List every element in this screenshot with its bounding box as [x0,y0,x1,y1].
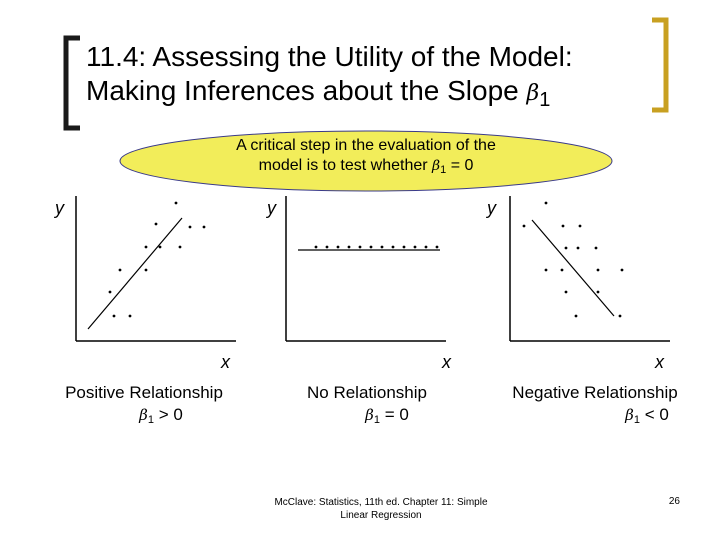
scatter-point [128,314,132,318]
scatter-point [413,245,417,249]
scatter-point [576,246,580,250]
scatter-point [314,245,318,249]
scatter-point [620,268,624,272]
panel-negative-points [522,201,624,318]
panel-positive-axes [75,196,236,342]
left-bracket [63,35,80,131]
callout-line-1: A critical step in the evaluation of the [236,137,496,154]
scatter-point [178,245,182,249]
panel-1-caption: Positive Relationship β1 > 0 [65,383,223,426]
beta-subscript: 1 [539,89,551,111]
slide-footer: McClave: Statistics, 11th ed. Chapter 11… [274,497,488,521]
title-line-1: 11.4: Assessing the Utility of the Model… [86,41,573,72]
scatter-point [596,268,600,272]
beta-symbol: β [365,406,374,424]
scatter-point [544,268,548,272]
callout-line-2: model is to test whether β1 = 0 [258,157,474,176]
beta-symbol: β [432,158,441,174]
beta-subscript: 1 [440,164,447,176]
panel-none-axes [285,196,446,342]
beta-symbol: β [139,406,148,424]
panel-2-caption: No Relationship β1 = 0 [306,383,427,426]
panel-3-caption: Negative Relationship β1 < 0 [512,383,678,426]
scatter-point [391,245,395,249]
scatter-point [561,224,565,228]
scatter-point [144,268,148,272]
scatter-point [402,245,406,249]
positive-trend-line [87,217,183,330]
scatter-point [202,225,206,229]
scatter-point [522,224,526,228]
beta-symbol: β [625,406,634,424]
right-bracket [652,17,669,113]
panel-positive-points [108,201,206,318]
scatter-point [154,222,158,226]
panel-none-points [314,245,439,249]
scatter-point [564,246,568,250]
scatter-point [108,290,112,294]
scatter-point [369,245,373,249]
scatter-point [578,224,582,228]
scatter-point [380,245,384,249]
title-line-2: Making Inferences about the Slope β1 [86,74,686,117]
callout-ellipse [119,130,613,192]
page-number: 26 [668,496,680,507]
scatter-point [358,245,362,249]
scatter-point [424,245,428,249]
scatter-point [594,246,598,250]
slide-title: 11.4: Assessing the Utility of the Model… [86,40,686,117]
scatter-point [560,268,564,272]
scatter-point [596,290,600,294]
scatter-point [618,314,622,318]
panel-3-x-label: x [655,352,664,372]
scatter-point [158,245,162,249]
negative-trend-line [531,219,615,317]
beta-symbol: β [526,81,540,106]
panel-1-x-label: x [221,352,230,372]
title-line-2-text: Making Inferences about the Slope [86,75,527,106]
scatter-point [188,225,192,229]
panel-3-y-label: y [487,198,496,218]
panel-2-x-label: x [442,352,451,372]
panel-2-y-label: y [267,198,276,218]
scatter-point [325,245,329,249]
scatter-point [564,290,568,294]
scatter-point [435,245,439,249]
scatter-point [174,201,178,205]
scatter-point [336,245,340,249]
panel-1-y-label: y [55,198,64,218]
scatter-point [544,201,548,205]
callout-text: A critical step in the evaluation of the… [120,136,612,180]
scatter-point [574,314,578,318]
scatter-point [144,245,148,249]
scatter-point [118,268,122,272]
scatter-point [112,314,116,318]
scatter-point [347,245,351,249]
panel-negative-axes [509,196,670,342]
